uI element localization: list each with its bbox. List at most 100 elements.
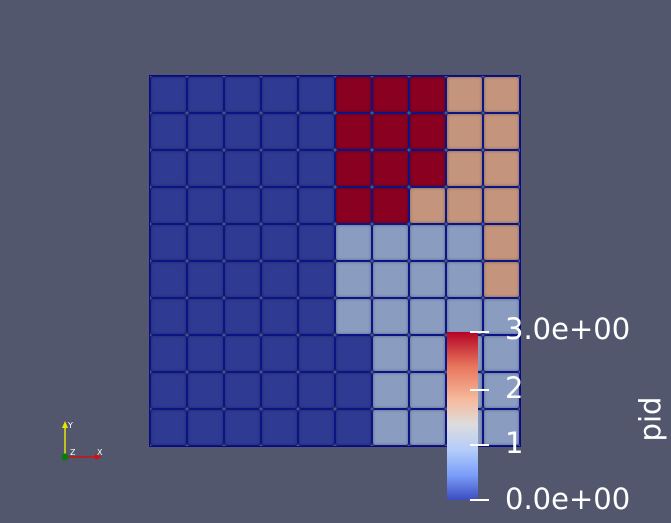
mesh-cell [483,187,520,224]
mesh-cell [409,150,446,187]
color-legend-bar [447,332,478,500]
mesh-cell [483,298,520,335]
mesh-cell [261,372,298,409]
mesh-cell [409,335,446,372]
mesh-cell [261,76,298,113]
mesh-cell [409,409,446,446]
mesh-cell [483,372,520,409]
mesh-cell [298,298,335,335]
mesh-cell [224,187,261,224]
mesh-cell [261,150,298,187]
mesh-cell [298,409,335,446]
mesh-cell [261,187,298,224]
mesh-cell [150,372,187,409]
mesh-cell [335,335,372,372]
legend-title: pid [633,396,668,442]
legend-tick [470,444,489,446]
mesh-cell [483,76,520,113]
mesh-cell [483,113,520,150]
mesh-cell [224,372,261,409]
legend-label-1: 1 [505,426,524,460]
mesh-cell [187,409,224,446]
mesh-cell [298,372,335,409]
mesh-cell [372,150,409,187]
mesh-cell [150,261,187,298]
legend-label-max: 3.0e+00 [505,312,631,346]
mesh-cell [372,298,409,335]
mesh-cell [261,335,298,372]
mesh-cell [335,372,372,409]
mesh-cell [187,76,224,113]
mesh-cell [150,113,187,150]
mesh-cell [224,150,261,187]
mesh-cell [372,372,409,409]
legend-tick [470,389,489,391]
mesh-cell [446,298,483,335]
mesh-cell [409,372,446,409]
mesh-cell [150,335,187,372]
mesh-cell [298,76,335,113]
mesh-cell [298,187,335,224]
mesh-cell [187,224,224,261]
mesh-cell [187,298,224,335]
mesh-cell [150,76,187,113]
mesh-cell [409,76,446,113]
mesh-render[interactable] [149,75,521,447]
legend-tick [470,499,489,501]
mesh-cell [483,261,520,298]
mesh-cell [483,150,520,187]
mesh-cell [224,409,261,446]
mesh-cell [409,187,446,224]
mesh-cell [150,298,187,335]
mesh-cell [446,224,483,261]
mesh-cell [446,76,483,113]
mesh-cell [187,187,224,224]
mesh-cell [224,298,261,335]
mesh-cell [335,150,372,187]
mesh-cell [335,76,372,113]
mesh-cell [372,76,409,113]
mesh-cell [150,409,187,446]
mesh-cell [409,261,446,298]
mesh-cell [335,113,372,150]
mesh-cell [298,335,335,372]
mesh-cell [298,224,335,261]
mesh-cell [261,298,298,335]
legend-label-2: 2 [505,371,524,405]
mesh-cell [187,372,224,409]
mesh-cell [372,335,409,372]
mesh-cell [224,76,261,113]
mesh-cell [372,187,409,224]
mesh-cell [446,187,483,224]
mesh-cell [483,224,520,261]
mesh-cell [335,409,372,446]
mesh-cell [409,298,446,335]
mesh-cell [335,224,372,261]
mesh-cell [224,261,261,298]
mesh-cell [224,224,261,261]
legend-tick [470,331,489,333]
mesh-cell [261,224,298,261]
mesh-cell [150,150,187,187]
mesh-cell [187,261,224,298]
mesh-cell [261,113,298,150]
axis-x-label: X [97,448,103,457]
mesh-cell [187,335,224,372]
mesh-cell [409,113,446,150]
mesh-cell [224,335,261,372]
mesh-cell [372,113,409,150]
mesh-cell [483,409,520,446]
mesh-cell [372,409,409,446]
mesh-cell [446,150,483,187]
mesh-cell [187,150,224,187]
mesh-cell [261,409,298,446]
mesh-cell [446,113,483,150]
mesh-cell [335,187,372,224]
mesh-cell [483,335,520,372]
mesh-cell [150,224,187,261]
mesh-cell [372,261,409,298]
axis-y-label: Y [67,421,73,430]
mesh-cell [298,113,335,150]
legend-label-min: 0.0e+00 [505,482,631,516]
orientation-axes-icon: Y Z X [61,421,103,461]
